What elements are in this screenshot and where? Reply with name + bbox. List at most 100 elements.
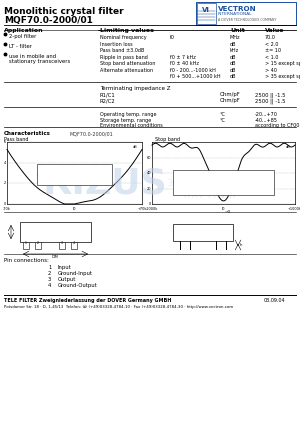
Text: Storage temp. range: Storage temp. range (100, 117, 151, 122)
Text: Ohm/pF: Ohm/pF (220, 92, 241, 97)
Text: 2: 2 (4, 181, 6, 185)
Text: +70k: +70k (137, 207, 147, 211)
Text: VECTRON: VECTRON (218, 6, 256, 12)
Text: Pass band: Pass band (4, 137, 28, 142)
Bar (173, 170, 274, 195)
Text: -70k: -70k (3, 207, 11, 211)
Text: Pin connections:: Pin connections: (4, 258, 49, 263)
Text: use in mobile and: use in mobile and (9, 54, 56, 59)
Text: < 2.0: < 2.0 (265, 42, 278, 46)
Text: Ripple in pass band: Ripple in pass band (100, 54, 148, 60)
Text: Potsdamer Str. 18 · D- 1-45/13  Telefon: ☏ (+49)03328-4784-10 · Fax (+49)03328-4: Potsdamer Str. 18 · D- 1-45/13 Telefon: … (4, 305, 233, 309)
Text: 70.0: 70.0 (265, 35, 276, 40)
Text: Input: Input (58, 265, 72, 270)
Text: 1: 1 (48, 265, 51, 270)
Text: according to CF001: according to CF001 (255, 123, 300, 128)
Text: INTERNATIONAL: INTERNATIONAL (218, 12, 253, 16)
Text: dB: dB (230, 74, 236, 79)
Text: TELE FILTER Zweigniederlassung der DOVER Germany GMBH: TELE FILTER Zweigniederlassung der DOVER… (4, 298, 171, 303)
Text: dB: dB (230, 61, 236, 66)
Text: Ground-Output: Ground-Output (58, 283, 98, 288)
Text: Pass band ±3.0dB: Pass band ±3.0dB (100, 48, 144, 53)
Text: 40: 40 (146, 171, 151, 175)
Text: З Л Е К Т Р О Н Н Ы Й: З Л Е К Т Р О Н Н Ы Й (168, 178, 252, 187)
Text: kHz: kHz (230, 48, 239, 53)
Text: 3: 3 (48, 277, 51, 282)
Text: h: h (240, 243, 242, 247)
Text: Value: Value (265, 28, 284, 33)
Text: VI: VI (202, 7, 210, 13)
Bar (35, 242, 41, 249)
Text: +1000k: +1000k (288, 207, 300, 211)
Text: dB: dB (230, 42, 236, 46)
Text: -40...+85: -40...+85 (255, 117, 278, 122)
Text: °C: °C (220, 112, 226, 117)
Text: f0: f0 (222, 207, 225, 211)
Bar (20, 222, 91, 242)
Text: Stop band attenuation: Stop band attenuation (100, 61, 155, 66)
Text: ~0: ~0 (225, 210, 231, 214)
Text: Terminating impedance Z: Terminating impedance Z (100, 86, 170, 91)
Text: A DOVER TECHNOLOGIES COMPANY: A DOVER TECHNOLOGIES COMPANY (218, 18, 276, 22)
Text: 0: 0 (4, 202, 6, 206)
Text: 2-pol filter: 2-pol filter (9, 34, 36, 39)
Text: 0: 0 (149, 202, 151, 206)
Text: R2/C2: R2/C2 (100, 98, 116, 103)
Text: dB: dB (285, 145, 290, 149)
Text: f0 - 200...-1000 kH: f0 - 200...-1000 kH (170, 68, 216, 73)
Text: 2: 2 (37, 241, 39, 245)
Text: R1/C1: R1/C1 (100, 92, 116, 97)
Text: > 40: > 40 (265, 68, 277, 73)
Bar (71, 242, 77, 249)
Text: Characteristics: Characteristics (4, 131, 51, 136)
Text: Insertion loss: Insertion loss (100, 42, 133, 46)
Text: Limiting values: Limiting values (100, 28, 154, 33)
Text: Environmental conditions: Environmental conditions (100, 123, 163, 128)
Text: Output: Output (58, 277, 76, 282)
Text: КIZUS: КIZUS (43, 166, 167, 200)
Text: 03.09.04: 03.09.04 (263, 298, 285, 303)
Bar (173, 224, 233, 241)
Text: stationary transceivers: stationary transceivers (9, 59, 70, 64)
Bar (23, 242, 29, 249)
Text: 2: 2 (48, 271, 51, 276)
Text: MQF70.0-2000/01: MQF70.0-2000/01 (70, 131, 114, 136)
Text: f0 ± 7 kHz: f0 ± 7 kHz (170, 54, 196, 60)
Text: 60: 60 (146, 156, 151, 159)
Bar (197, 3, 216, 24)
Text: -1000k: -1000k (146, 207, 158, 211)
Text: 4: 4 (4, 161, 6, 164)
Text: dB: dB (132, 145, 137, 149)
Text: dB: dB (230, 54, 236, 60)
Text: Nominal frequency: Nominal frequency (100, 35, 147, 40)
Text: f0: f0 (170, 35, 175, 40)
Text: Application: Application (4, 28, 43, 33)
Text: П А Р Т А Й Н: П А Р Т А Й Н (184, 190, 236, 199)
Text: Stop band: Stop band (155, 137, 180, 142)
Bar (59, 242, 65, 249)
Text: MQF70.0-2000/01: MQF70.0-2000/01 (4, 16, 93, 25)
Text: > 35 except spurious: > 35 except spurious (265, 74, 300, 79)
Text: f0 ± 40 kHz: f0 ± 40 kHz (170, 61, 199, 66)
Text: 3: 3 (61, 241, 63, 245)
Text: > 15 except spurious: > 15 except spurious (265, 61, 300, 66)
Text: Unit: Unit (230, 28, 245, 33)
Text: °C: °C (220, 117, 226, 122)
Text: 6: 6 (4, 140, 6, 144)
Text: dB: dB (230, 68, 236, 73)
Text: 1: 1 (25, 241, 27, 245)
Text: ±= 10: ±= 10 (265, 48, 281, 53)
Text: 2500 || -1.5: 2500 || -1.5 (255, 98, 286, 104)
Text: Ohm/pF: Ohm/pF (220, 98, 241, 103)
Text: Monolithic crystal filter: Monolithic crystal filter (4, 7, 124, 16)
Text: Operating temp. range: Operating temp. range (100, 112, 157, 117)
Text: 4: 4 (48, 283, 51, 288)
Text: 20: 20 (146, 187, 151, 190)
Text: < 1.0: < 1.0 (265, 54, 278, 60)
Text: 2500 || -1.5: 2500 || -1.5 (255, 92, 286, 97)
Text: MHz: MHz (230, 35, 241, 40)
Text: LT - filter: LT - filter (9, 44, 32, 49)
Text: f0: f0 (73, 207, 76, 211)
Text: DIM: DIM (52, 255, 59, 259)
Bar (196, 2, 296, 25)
